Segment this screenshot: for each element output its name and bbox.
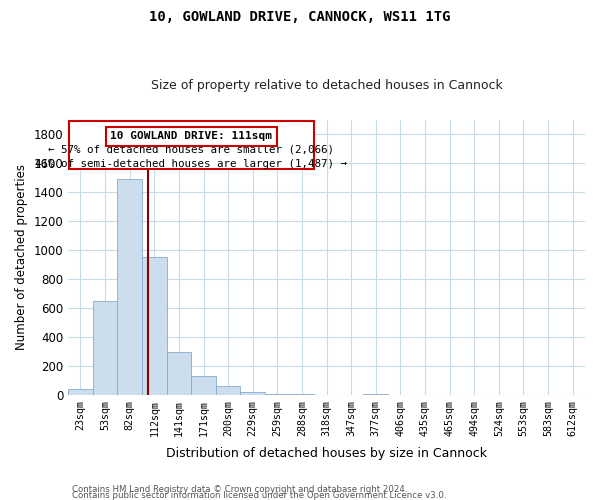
X-axis label: Distribution of detached houses by size in Cannock: Distribution of detached houses by size …	[166, 447, 487, 460]
Bar	[364, 394, 388, 395]
Bar	[68, 121, 314, 169]
Text: ← 57% of detached houses are smaller (2,066): ← 57% of detached houses are smaller (2,…	[49, 144, 334, 154]
Text: 41% of semi-detached houses are larger (1,487) →: 41% of semi-detached houses are larger (…	[35, 158, 347, 168]
Bar	[216, 386, 241, 395]
Text: 10, GOWLAND DRIVE, CANNOCK, WS11 1TG: 10, GOWLAND DRIVE, CANNOCK, WS11 1TG	[149, 10, 451, 24]
Text: 10 GOWLAND DRIVE: 111sqm: 10 GOWLAND DRIVE: 111sqm	[110, 131, 272, 141]
Text: 10 GOWLAND DRIVE: 111sqm: 10 GOWLAND DRIVE: 111sqm	[110, 130, 272, 140]
Bar	[142, 258, 167, 395]
Bar	[118, 179, 142, 395]
Bar	[68, 389, 93, 395]
Bar	[167, 352, 191, 395]
Text: Contains public sector information licensed under the Open Government Licence v3: Contains public sector information licen…	[72, 490, 446, 500]
Text: Contains HM Land Registry data © Crown copyright and database right 2024.: Contains HM Land Registry data © Crown c…	[72, 484, 407, 494]
Bar	[265, 394, 290, 395]
Title: Size of property relative to detached houses in Cannock: Size of property relative to detached ho…	[151, 79, 502, 92]
Y-axis label: Number of detached properties: Number of detached properties	[15, 164, 28, 350]
Bar	[93, 301, 118, 395]
Bar	[241, 392, 265, 395]
Bar	[290, 394, 314, 395]
Bar	[191, 376, 216, 395]
